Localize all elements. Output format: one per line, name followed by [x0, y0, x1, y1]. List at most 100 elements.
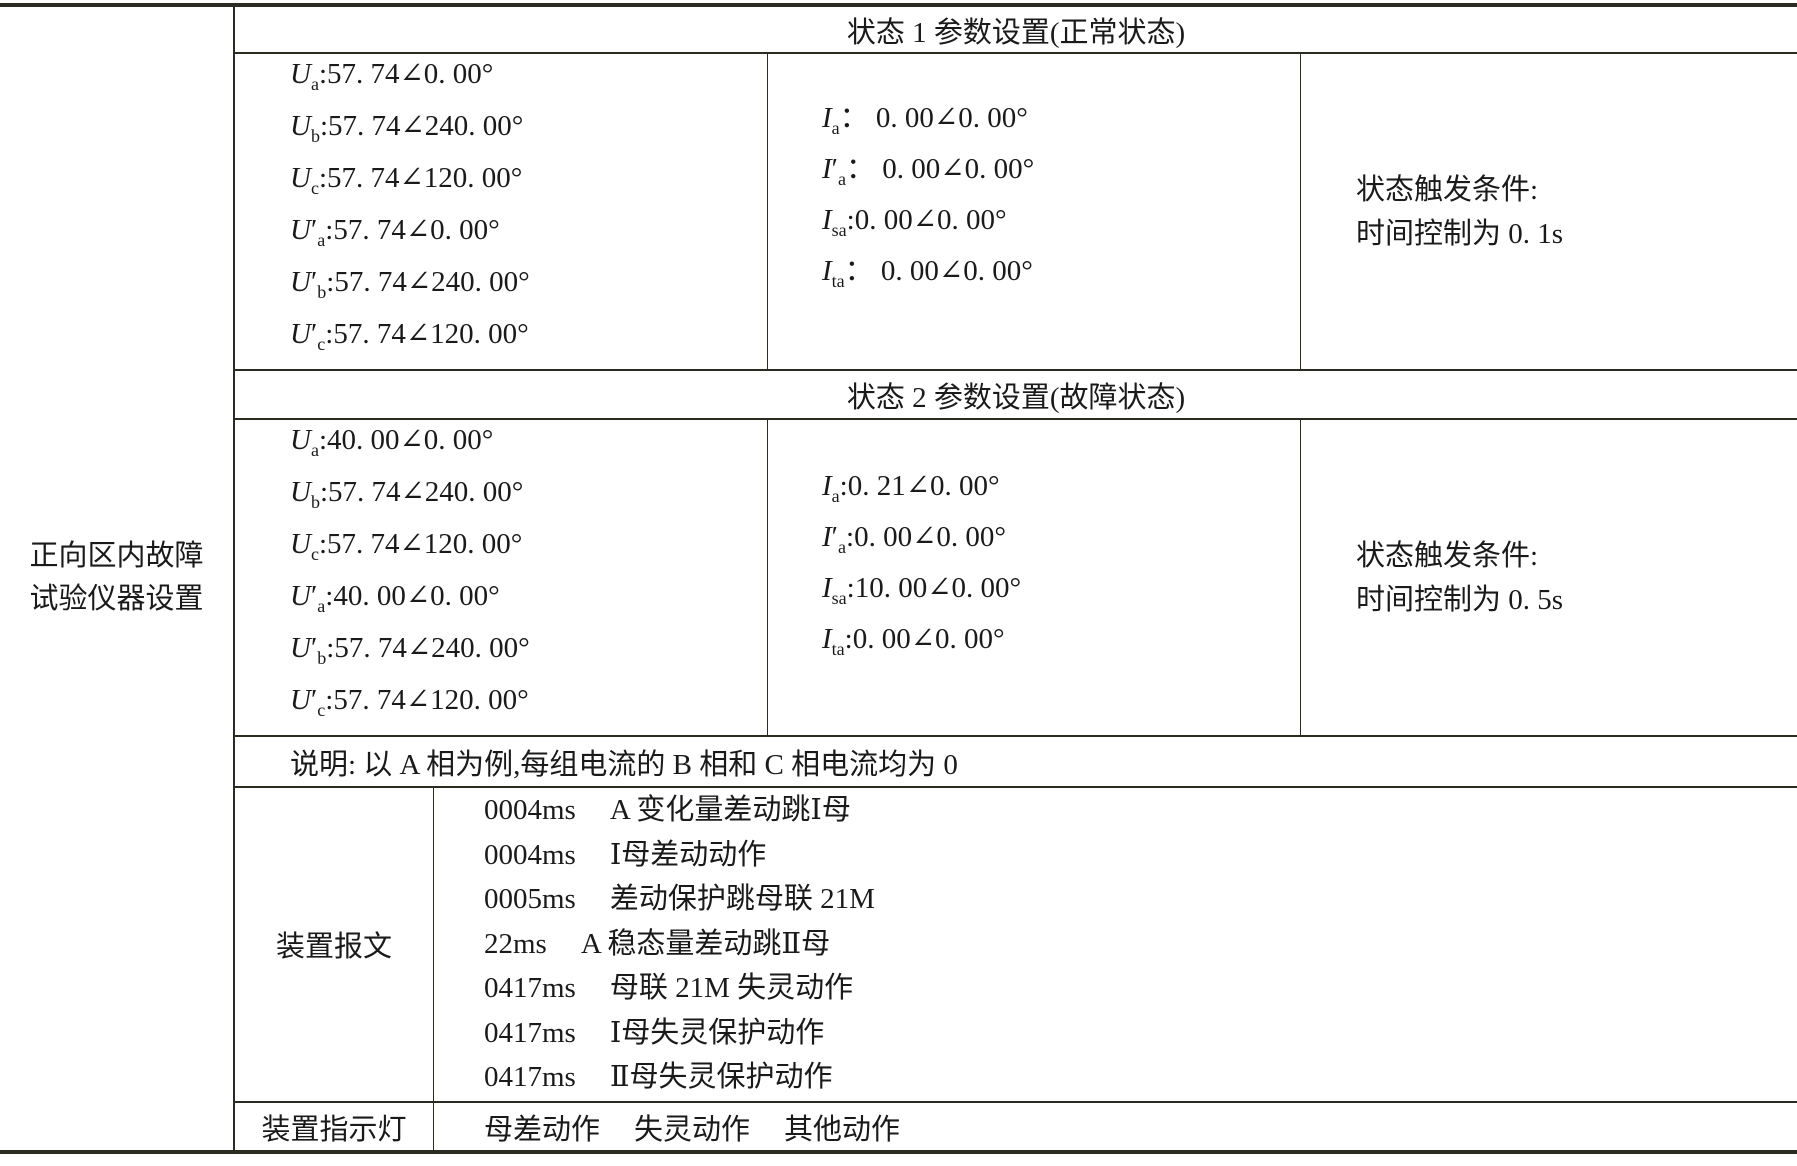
phasor-subscript: a [838, 168, 847, 189]
trigger-label: 状态触发条件: [1356, 540, 1539, 572]
phasor-line: Isa:0. 00∠0. 00° [822, 202, 1007, 248]
row-header-line: 正向区内故障 [29, 540, 204, 572]
phasor-subscript: a [838, 536, 847, 557]
phasor-value: :57. 74∠120. 00° [325, 318, 529, 350]
phasor-line: Ub:57. 74∠240. 00° [290, 474, 523, 520]
phasor-line: Uc:57. 74∠120. 00° [290, 160, 522, 206]
state2-title: 状态 2 参数设置(故障状态) [846, 382, 1186, 414]
message-time: 0005ms [484, 883, 576, 915]
phasor-symbol: U′b [290, 266, 326, 302]
prime-mark: ′ [310, 684, 318, 716]
phasor-subscript: a [317, 595, 326, 616]
phasor-symbol: I′a [822, 153, 846, 189]
message-text: 母联 21M 失灵动作 [609, 972, 854, 1004]
phasor-line: Ub:57. 74∠240. 00° [290, 108, 523, 154]
phasor-symbol: Isa [822, 572, 847, 608]
phasor-subscript: b [310, 491, 320, 512]
message-text: 差动保护跳母联 21M [609, 883, 875, 915]
prime-mark: ′ [310, 318, 318, 350]
phasor-symbol: U′a [290, 580, 325, 616]
phasor-letter: U [290, 424, 311, 456]
phasor-letter: U [290, 266, 311, 298]
prime-mark: ′ [310, 266, 318, 298]
phasor-line: U′c:57. 74∠120. 00° [290, 682, 529, 728]
phasor-letter: U [290, 58, 311, 90]
phasor-symbol: Ia [822, 470, 840, 506]
message-text: A 变化量差动跳Ⅰ母 [609, 794, 851, 826]
phasor-line: Ua:57. 74∠0. 00° [290, 56, 493, 102]
divider [233, 52, 1797, 54]
message-item: 0417ms 母联 21M 失灵动作 [484, 970, 853, 1006]
phasor-subscript: a [310, 73, 319, 94]
phasor-letter: U [290, 580, 311, 612]
phasor-subscript: a [831, 485, 840, 506]
phasor-symbol: Ia [822, 102, 840, 138]
phasor-letter: I [822, 153, 832, 185]
message-item: 0004ms A 变化量差动跳Ⅰ母 [484, 792, 851, 828]
indicator-item: 失灵动作 [634, 1114, 751, 1146]
phasor-letter: U [290, 214, 311, 246]
phasor-subscript: ta [831, 638, 845, 659]
message-time: 0417ms [484, 1016, 576, 1049]
phasor-line: U′c:57. 74∠120. 00° [290, 316, 529, 362]
phasor-letter: I [822, 204, 832, 236]
prime-mark: ′ [310, 632, 318, 664]
phasor-letter: I [822, 102, 832, 134]
phasor-value: :57. 74∠240. 00° [326, 632, 530, 664]
phasor-value: :0. 00∠0. 00° [846, 204, 1007, 236]
phasor-subscript: c [310, 543, 319, 564]
phasor-subscript: c [310, 177, 319, 198]
prime-mark: ′ [831, 521, 839, 553]
prime-mark: ′ [831, 153, 839, 185]
phasor-value: :57. 74∠240. 00° [326, 266, 530, 298]
phasor-line: Isa:10. 00∠0. 00° [822, 570, 1021, 616]
phasor-subscript: a [831, 117, 840, 138]
phasor-value: :0. 00∠0. 00° [846, 521, 1006, 553]
indicator-item: 母差动作 [484, 1114, 601, 1146]
note: 说明: 以 A 相为例,每组电流的 B 相和 C 相电流均为 0 [290, 749, 958, 781]
phasor-line: I′a： 0. 00∠0. 00° [822, 151, 1034, 197]
phasor-subscript: sa [831, 587, 847, 608]
divider [767, 53, 768, 370]
phasor-symbol: U′b [290, 632, 326, 668]
phasor-value: ： 0. 00∠0. 00° [846, 153, 1035, 185]
message-text: A 稳态量差动跳Ⅱ母 [580, 927, 831, 960]
phasor-value: :57. 74∠0. 00° [325, 214, 500, 246]
phasor-line: U′b:57. 74∠240. 00° [290, 630, 530, 676]
indicators-label: 装置指示灯 [261, 1114, 407, 1146]
divider [233, 369, 1797, 371]
phasor-symbol: Ita [822, 623, 845, 659]
divider [233, 5, 235, 1151]
phasor-subscript: c [317, 699, 326, 720]
phasor-letter: U [290, 684, 311, 716]
phasor-line: Ita： 0. 00∠0. 00° [822, 253, 1033, 299]
bottom-rule [0, 1150, 1797, 1154]
message-item: 0417ms Ⅰ母失灵保护动作 [484, 1015, 824, 1051]
phasor-line: I′a:0. 00∠0. 00° [822, 519, 1006, 565]
divider [233, 735, 1797, 737]
phasor-line: Ita:0. 00∠0. 00° [822, 621, 1005, 667]
phasor-line: U′b:57. 74∠240. 00° [290, 264, 530, 310]
indicator-item: 其他动作 [784, 1114, 901, 1146]
phasor-symbol: U′a [290, 214, 325, 250]
state1-title: 状态 1 参数设置(正常状态) [846, 17, 1186, 49]
phasor-subscript: c [317, 333, 326, 354]
divider [233, 786, 1797, 788]
divider [433, 787, 434, 1152]
phasor-line: U′a:40. 00∠0. 00° [290, 578, 500, 624]
message-text: Ⅱ母失灵保护动作 [609, 1061, 833, 1093]
phasor-symbol: U′c [290, 318, 325, 354]
phasor-letter: U [290, 528, 311, 560]
phasor-subscript: a [310, 439, 319, 460]
top-rule [0, 3, 1797, 7]
trigger-label: 状态触发条件: [1356, 174, 1539, 206]
phasor-letter: U [290, 318, 311, 350]
phasor-letter: U [290, 110, 311, 142]
phasor-symbol: Isa [822, 204, 847, 240]
phasor-value: ： 0. 00∠0. 00° [844, 255, 1033, 287]
phasor-symbol: Ua [290, 58, 319, 94]
phasor-line: Ia:0. 21∠0. 00° [822, 468, 1000, 514]
phasor-subscript: a [317, 229, 326, 250]
phasor-value: :57. 74∠240. 00° [319, 110, 524, 142]
divider [233, 418, 1797, 420]
